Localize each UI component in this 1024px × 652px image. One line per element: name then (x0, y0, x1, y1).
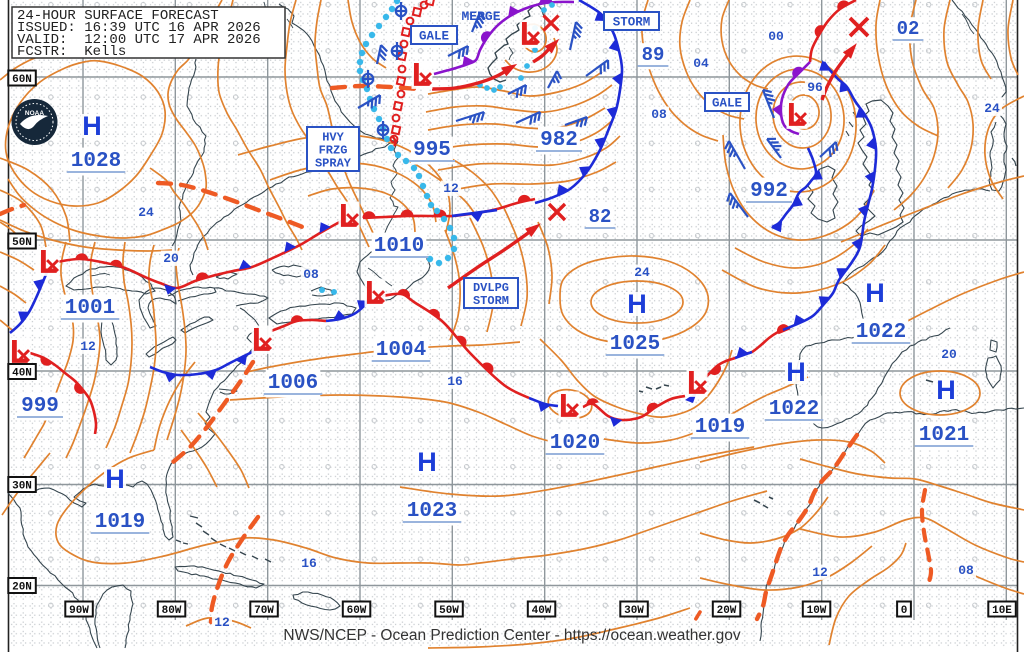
svg-text:08: 08 (303, 267, 319, 282)
svg-text:60W: 60W (347, 605, 367, 617)
svg-text:20W: 20W (717, 605, 737, 617)
svg-text:20: 20 (941, 347, 957, 362)
svg-text:1028: 1028 (71, 150, 121, 173)
svg-text:0: 0 (901, 605, 908, 617)
svg-text:982: 982 (540, 129, 578, 152)
svg-text:1006: 1006 (268, 372, 318, 395)
svg-text:12: 12 (812, 565, 828, 580)
svg-text:995: 995 (413, 139, 451, 162)
svg-text:H: H (627, 289, 647, 319)
svg-text:1025: 1025 (610, 333, 660, 356)
svg-text:80W: 80W (162, 605, 182, 617)
svg-text:HVY: HVY (322, 130, 344, 144)
svg-text:50W: 50W (439, 605, 459, 617)
svg-text:1019: 1019 (95, 511, 145, 534)
svg-text:24: 24 (984, 101, 1000, 116)
svg-text:08: 08 (651, 107, 667, 122)
svg-text:02: 02 (897, 18, 920, 40)
svg-text:STORM: STORM (613, 16, 651, 30)
svg-text:GALE: GALE (712, 97, 742, 111)
svg-text:10W: 10W (807, 605, 827, 617)
svg-text:30W: 30W (624, 605, 644, 617)
svg-text:H: H (417, 447, 437, 477)
svg-text:ISSUED: 16:39 UTC 16 APR 2026: ISSUED: 16:39 UTC 16 APR 2026 (17, 20, 261, 36)
svg-text:30N: 30N (12, 481, 32, 493)
svg-text:1019: 1019 (695, 416, 745, 439)
svg-text:40W: 40W (532, 605, 552, 617)
svg-text:992: 992 (750, 180, 788, 203)
svg-text:96: 96 (807, 80, 823, 95)
svg-text:10E: 10E (992, 605, 1012, 617)
svg-text:24-HOUR SURFACE FORECAST: 24-HOUR SURFACE FORECAST (17, 8, 219, 24)
svg-text:1004: 1004 (376, 339, 426, 362)
svg-text:1001: 1001 (65, 297, 115, 320)
svg-text:20N: 20N (12, 582, 32, 594)
svg-text:FRZG: FRZG (319, 143, 348, 157)
svg-text:90W: 90W (69, 605, 89, 617)
svg-text:1022: 1022 (856, 321, 906, 344)
svg-text:1021: 1021 (919, 424, 969, 447)
svg-text:NWS/NCEP - Ocean Prediction Ce: NWS/NCEP - Ocean Prediction Center - htt… (283, 627, 740, 644)
svg-text:999: 999 (21, 395, 59, 418)
svg-text:12: 12 (214, 615, 230, 630)
svg-text:50N: 50N (12, 237, 32, 249)
svg-text:00: 00 (768, 29, 784, 44)
svg-text:1020: 1020 (550, 432, 600, 455)
svg-text:DVLPG: DVLPG (473, 281, 509, 295)
svg-text:12: 12 (80, 339, 96, 354)
svg-text:20: 20 (163, 251, 179, 266)
svg-text:H: H (105, 464, 125, 494)
svg-text:H: H (936, 375, 956, 405)
svg-text:70W: 70W (254, 605, 274, 617)
svg-text:24: 24 (138, 205, 154, 220)
svg-text:SPRAY: SPRAY (315, 156, 352, 170)
svg-text:40N: 40N (12, 368, 32, 380)
svg-text:04: 04 (693, 56, 709, 71)
svg-text:1023: 1023 (407, 500, 457, 523)
svg-text:STORM: STORM (473, 294, 509, 308)
svg-text:16: 16 (301, 556, 317, 571)
svg-text:24: 24 (634, 265, 650, 280)
svg-text:89: 89 (642, 44, 665, 66)
svg-text:FCSTR: Kells: FCSTR: Kells (17, 44, 126, 60)
svg-text:08: 08 (958, 563, 974, 578)
svg-text:1010: 1010 (374, 235, 424, 258)
svg-text:12: 12 (443, 181, 459, 196)
svg-text:VALID: 12:00 UTC 17 APR 2026: VALID: 12:00 UTC 17 APR 2026 (17, 32, 261, 48)
svg-text:H: H (865, 278, 885, 308)
svg-text:NOAA: NOAA (25, 110, 44, 117)
svg-text:GALE: GALE (419, 30, 449, 44)
svg-text:1022: 1022 (769, 398, 819, 421)
svg-text:16: 16 (447, 374, 463, 389)
svg-text:H: H (786, 357, 806, 387)
svg-text:82: 82 (589, 206, 612, 228)
svg-text:H: H (82, 111, 102, 141)
svg-text:MERGE: MERGE (461, 9, 500, 24)
svg-text:60N: 60N (12, 74, 32, 86)
